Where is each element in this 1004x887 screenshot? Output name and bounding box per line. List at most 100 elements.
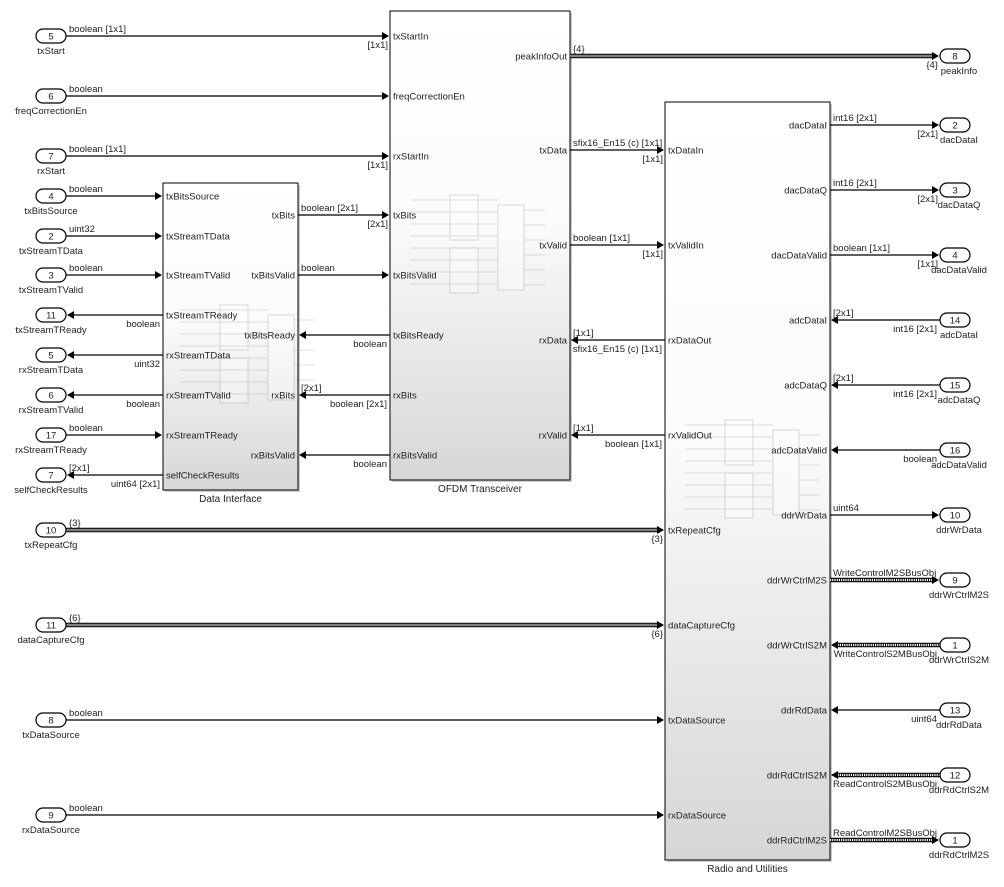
inport-block[interactable]: 11 dataCaptureCfg — [17, 617, 85, 646]
outport-block[interactable]: 3 dacDataQ — [938, 182, 981, 211]
signal-type-label: boolean — [69, 708, 103, 719]
outport-block[interactable]: 10 ddrWrData — [936, 507, 983, 536]
inport-block[interactable]: 12 ddrRdCtrlS2M — [929, 767, 989, 796]
arrowhead-icon — [382, 32, 389, 40]
signal-line[interactable]: sfix16_En15 (c) [1x1] [1x1] — [570, 138, 664, 165]
signal-line[interactable]: boolean — [66, 423, 162, 439]
radio-and-utilities-block[interactable]: Radio and Utilities txDataIn txValidIn rxDa… — [664, 101, 832, 875]
signal-line[interactable]: boolean — [299, 331, 390, 350]
signal-line[interactable]: WriteControlM2SBusObj — [830, 568, 939, 584]
signal-line[interactable]: boolean — [67, 311, 163, 330]
signal-line[interactable]: {6} {6} — [66, 613, 664, 640]
signal-line[interactable]: {4} {4} — [570, 44, 939, 71]
signal-line[interactable]: ReadControlS2MBusObj — [831, 771, 940, 790]
signal-line[interactable]: boolean — [299, 451, 390, 470]
inport-block[interactable]: 6 freqCorrectionEn — [15, 88, 87, 117]
block-body[interactable] — [664, 101, 831, 861]
inport-block[interactable]: 13 ddrRdData — [936, 702, 983, 731]
port-name: rxDataSource — [22, 825, 80, 836]
inport-block[interactable]: 2 txStreamTData — [19, 228, 84, 257]
ofdm-transceiver-block[interactable]: OFDM Transceiver txStartIn freqCorrectionE… — [389, 10, 572, 495]
inport-block[interactable]: 16 adcDataValid — [931, 442, 987, 471]
inport-block[interactable]: 8 txDataSource — [22, 712, 80, 741]
inport-block[interactable]: 15 adcDataQ — [938, 377, 981, 406]
outport-block[interactable]: 2 dacDataI — [939, 117, 978, 146]
inport-block[interactable]: 10 txRepeatCfg — [25, 522, 78, 551]
block-body[interactable] — [389, 10, 571, 481]
outport-block[interactable]: 11 txStreamTReady — [15, 307, 87, 336]
outport-block[interactable]: 1 ddrRdCtrlM2S — [929, 832, 989, 861]
inport-block[interactable]: 3 txStreamTValid — [19, 267, 83, 296]
signal-line[interactable]: boolean [2x1] [2x1] — [298, 203, 389, 230]
outport-block[interactable]: 9 ddrWrCtrlM2S — [929, 572, 989, 601]
signal-type-label: boolean — [903, 454, 937, 465]
block-port-label: rxBits — [271, 391, 295, 402]
signal-line[interactable]: uint64 [2x1] [2x1] — [67, 463, 163, 490]
port-number: 4 — [48, 192, 53, 203]
inport-block[interactable]: 14 adcDataI — [939, 312, 978, 341]
signal-line[interactable]: boolean — [66, 184, 162, 200]
signal-line[interactable]: boolean — [66, 708, 664, 724]
port-name: freqCorrectionEn — [15, 106, 87, 117]
signal-line[interactable]: uint64 — [830, 503, 939, 519]
block-port-label: rxValid — [539, 431, 567, 442]
outport-block[interactable]: 5 rxStreamTData — [19, 347, 84, 376]
data-interface-block[interactable]: Data Interface txBitsSource txStreamTData t… — [162, 182, 315, 505]
signal-line[interactable]: boolean [1x1] [1x1] — [66, 24, 389, 51]
signal-line[interactable]: boolean [1x1] [1x1] — [570, 233, 664, 260]
signal-type-label: int16 [2x1] — [833, 178, 877, 189]
signal-line[interactable]: sfix16_En15 (c) [1x1] [1x1] — [571, 328, 665, 355]
signal-line[interactable]: WriteControlS2MBusObj — [831, 641, 940, 660]
signal-type-label: boolean — [353, 339, 387, 350]
signal-line[interactable]: ReadControlM2SBusObj — [830, 828, 939, 844]
signal-type-label: uint64 — [911, 714, 937, 725]
signal-line[interactable]: boolean — [66, 84, 389, 100]
outport-block[interactable]: 8 peakInfo — [939, 48, 977, 77]
block-thumbnail — [685, 419, 820, 519]
port-name: ddrWrData — [936, 525, 982, 536]
port-number: 11 — [46, 621, 56, 632]
inport-block[interactable]: 1 ddrWrCtrlS2M — [929, 637, 989, 666]
signal-line[interactable]: boolean — [298, 263, 389, 279]
signal-line[interactable]: boolean — [67, 391, 163, 410]
inport-block[interactable]: 4 txBitsSource — [24, 188, 78, 217]
block-body[interactable] — [162, 182, 299, 491]
signal-line[interactable]: uint32 — [67, 351, 163, 370]
block-port-label: txStreamTValid — [166, 271, 230, 282]
signal-line[interactable]: boolean — [831, 446, 940, 465]
signal-line[interactable]: boolean [1x1] [1x1] — [66, 144, 389, 171]
signal-line[interactable]: uint32 — [66, 224, 162, 240]
signal-type-label: boolean — [69, 184, 103, 195]
inport-block[interactable]: 9 rxDataSource — [22, 807, 80, 836]
inport-block[interactable]: 17 rxStreamTReady — [15, 427, 87, 456]
signal-type-label: boolean — [69, 263, 103, 274]
outport-block[interactable]: 4 dacDataValid — [931, 247, 987, 276]
signal-line[interactable]: boolean — [66, 263, 162, 279]
outport-block[interactable]: 6 rxStreamTValid — [19, 387, 84, 416]
block-port-label: ddrRdCtrlM2S — [767, 836, 827, 847]
signal-dim-label: [2x1] — [917, 194, 938, 205]
outport-block[interactable]: 7 selfCheckResults — [14, 467, 88, 496]
signal-line[interactable]: int16 [2x1] [2x1] — [831, 373, 940, 400]
port-name: dacDataQ — [938, 200, 981, 211]
arrowhead-icon — [67, 311, 74, 319]
signal-line[interactable]: {3} {3} — [66, 518, 664, 545]
signal-line[interactable]: int16 [2x1] [2x1] — [831, 308, 940, 335]
inport-block[interactable]: 7 rxStart — [35, 148, 67, 177]
signal-dim-label: [2x1] — [301, 383, 322, 394]
signal-line[interactable]: boolean — [66, 803, 664, 819]
port-number: 1 — [952, 836, 957, 847]
signal-line[interactable]: boolean [1x1] [1x1] — [571, 423, 665, 450]
signal-line[interactable]: int16 [2x1] [2x1] — [830, 113, 939, 140]
block-port-label: txRepeatCfg — [668, 526, 721, 537]
signal-line[interactable]: boolean [1x1] [1x1] — [830, 243, 939, 270]
arrowhead-icon — [67, 471, 74, 479]
signal-line[interactable]: boolean [2x1] [2x1] — [299, 383, 390, 410]
arrowhead-icon — [831, 381, 838, 389]
signal-type-label: int16 [2x1] — [833, 113, 877, 124]
signal-line[interactable]: uint64 — [831, 706, 940, 725]
signal-line[interactable]: int16 [2x1] [2x1] — [830, 178, 939, 205]
signal-type-label: boolean — [353, 459, 387, 470]
inport-block[interactable]: 5 txStart — [35, 28, 67, 57]
port-number: 3 — [48, 271, 53, 282]
